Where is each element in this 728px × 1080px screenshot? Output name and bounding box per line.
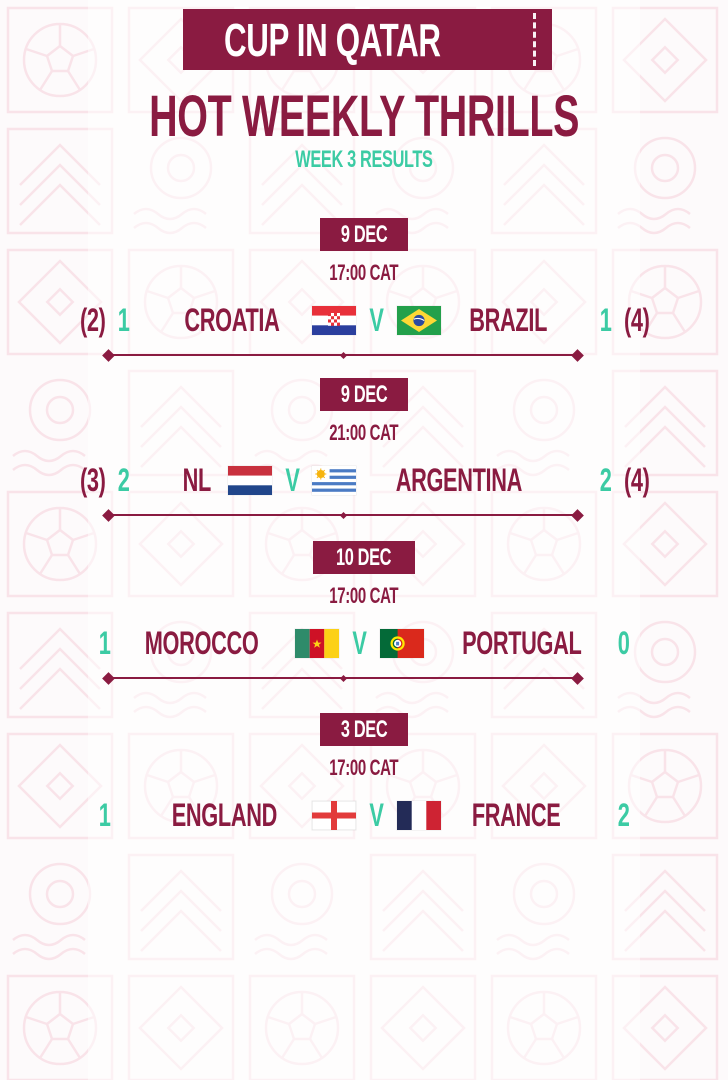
away-score: 2 — [618, 796, 630, 833]
home-score: 1 — [99, 624, 111, 661]
match-block-england-france: 3 DEC 17:00 CAT 1 ENGLAND V FRAN — [0, 713, 728, 837]
away-score-group: 1 (4) — [566, 298, 686, 342]
page-subtitle: WEEK 3 RESULTS — [295, 146, 433, 173]
home-score-group: (3) 2 — [48, 458, 158, 502]
away-team-name: BRAZIL — [469, 301, 548, 338]
match-date: 10 DEC — [336, 544, 392, 571]
match-divider — [102, 348, 584, 362]
versus-label: V — [284, 461, 300, 498]
home-score: 2 — [117, 461, 130, 498]
match-block-croatia-brazil: 9 DEC 17:00 CAT (2) 1 CROATIA — [0, 218, 728, 362]
match-block-morocco-portugal: 10 DEC 17:00 CAT 1 MOROCCO V — [0, 541, 728, 685]
away-team-name: FRANCE — [471, 796, 561, 833]
banner-title: CUP IN QATAR — [224, 13, 441, 66]
home-score-group: 1 — [48, 793, 158, 837]
match-time: 21:00 CAT — [329, 420, 399, 445]
match-row: 1 ENGLAND V FRANCE 2 — [0, 793, 728, 837]
match-date: 9 DEC — [340, 221, 388, 248]
away-team-name: PORTUGAL — [462, 624, 582, 661]
header-banner: CUP IN QATAR — [183, 9, 552, 70]
home-score: 1 — [117, 301, 130, 338]
match-date-badge: 9 DEC — [319, 218, 409, 251]
uruguay-flag-icon — [312, 465, 357, 495]
match-date: 3 DEC — [340, 716, 388, 743]
teams-group: ENGLAND V FRANCE — [0, 793, 728, 837]
home-team-name: ENGLAND — [171, 796, 278, 833]
away-team-name: ARGENTINA — [396, 461, 523, 498]
match-date-badge: 10 DEC — [313, 541, 415, 574]
match-block-nl-argentina: 9 DEC 21:00 CAT (3) 2 NL V — [0, 378, 728, 522]
brazil-flag-icon — [397, 305, 442, 335]
teams-group: NL V ARGENTINA — [0, 458, 728, 502]
france-flag-icon — [396, 800, 441, 830]
home-penalties: (3) — [79, 461, 106, 498]
match-row: (2) 1 CROATIA V — [0, 298, 728, 342]
match-row: (3) 2 NL V ARGENTINA — [0, 458, 728, 502]
match-time: 17:00 CAT — [329, 583, 399, 608]
away-score: 1 — [599, 301, 612, 338]
home-penalties: (2) — [79, 301, 106, 338]
match-date: 9 DEC — [340, 381, 388, 408]
away-score: 2 — [599, 461, 612, 498]
home-team-name: CROATIA — [184, 301, 280, 338]
match-time: 17:00 CAT — [329, 755, 399, 780]
cameroon-flag-icon — [295, 628, 340, 658]
match-divider — [102, 671, 584, 685]
england-flag-icon — [311, 800, 356, 830]
teams-group: MOROCCO V PORTUGAL — [0, 621, 728, 665]
page-title: HOT WEEKLY THRILLS — [149, 84, 579, 149]
match-date-badge: 3 DEC — [319, 713, 409, 746]
home-score-group: (2) 1 — [48, 298, 158, 342]
versus-label: V — [369, 796, 384, 833]
croatia-flag-icon — [312, 305, 357, 335]
netherlands-flag-icon — [227, 465, 272, 495]
portugal-flag-icon — [380, 628, 425, 658]
home-score-group: 1 — [48, 621, 158, 665]
teams-group: CROATIA V BRAZIL — [0, 298, 728, 342]
home-team-name: MOROCCO — [144, 624, 259, 661]
away-penalties: (4) — [623, 301, 650, 338]
away-score-group: 0 — [566, 621, 686, 665]
home-score: 1 — [99, 796, 111, 833]
match-time: 17:00 CAT — [329, 260, 399, 285]
match-date-badge: 9 DEC — [319, 378, 409, 411]
away-score: 0 — [618, 624, 630, 661]
versus-label: V — [352, 624, 368, 661]
away-score-group: 2 — [566, 793, 686, 837]
home-team-name: NL — [182, 461, 212, 498]
stitch-dash-line — [533, 13, 536, 66]
away-penalties: (4) — [623, 461, 650, 498]
away-score-group: 2 (4) — [566, 458, 686, 502]
match-row: 1 MOROCCO V PORTUGAL 0 — [0, 621, 728, 665]
match-divider — [102, 508, 584, 522]
versus-label: V — [369, 301, 385, 338]
